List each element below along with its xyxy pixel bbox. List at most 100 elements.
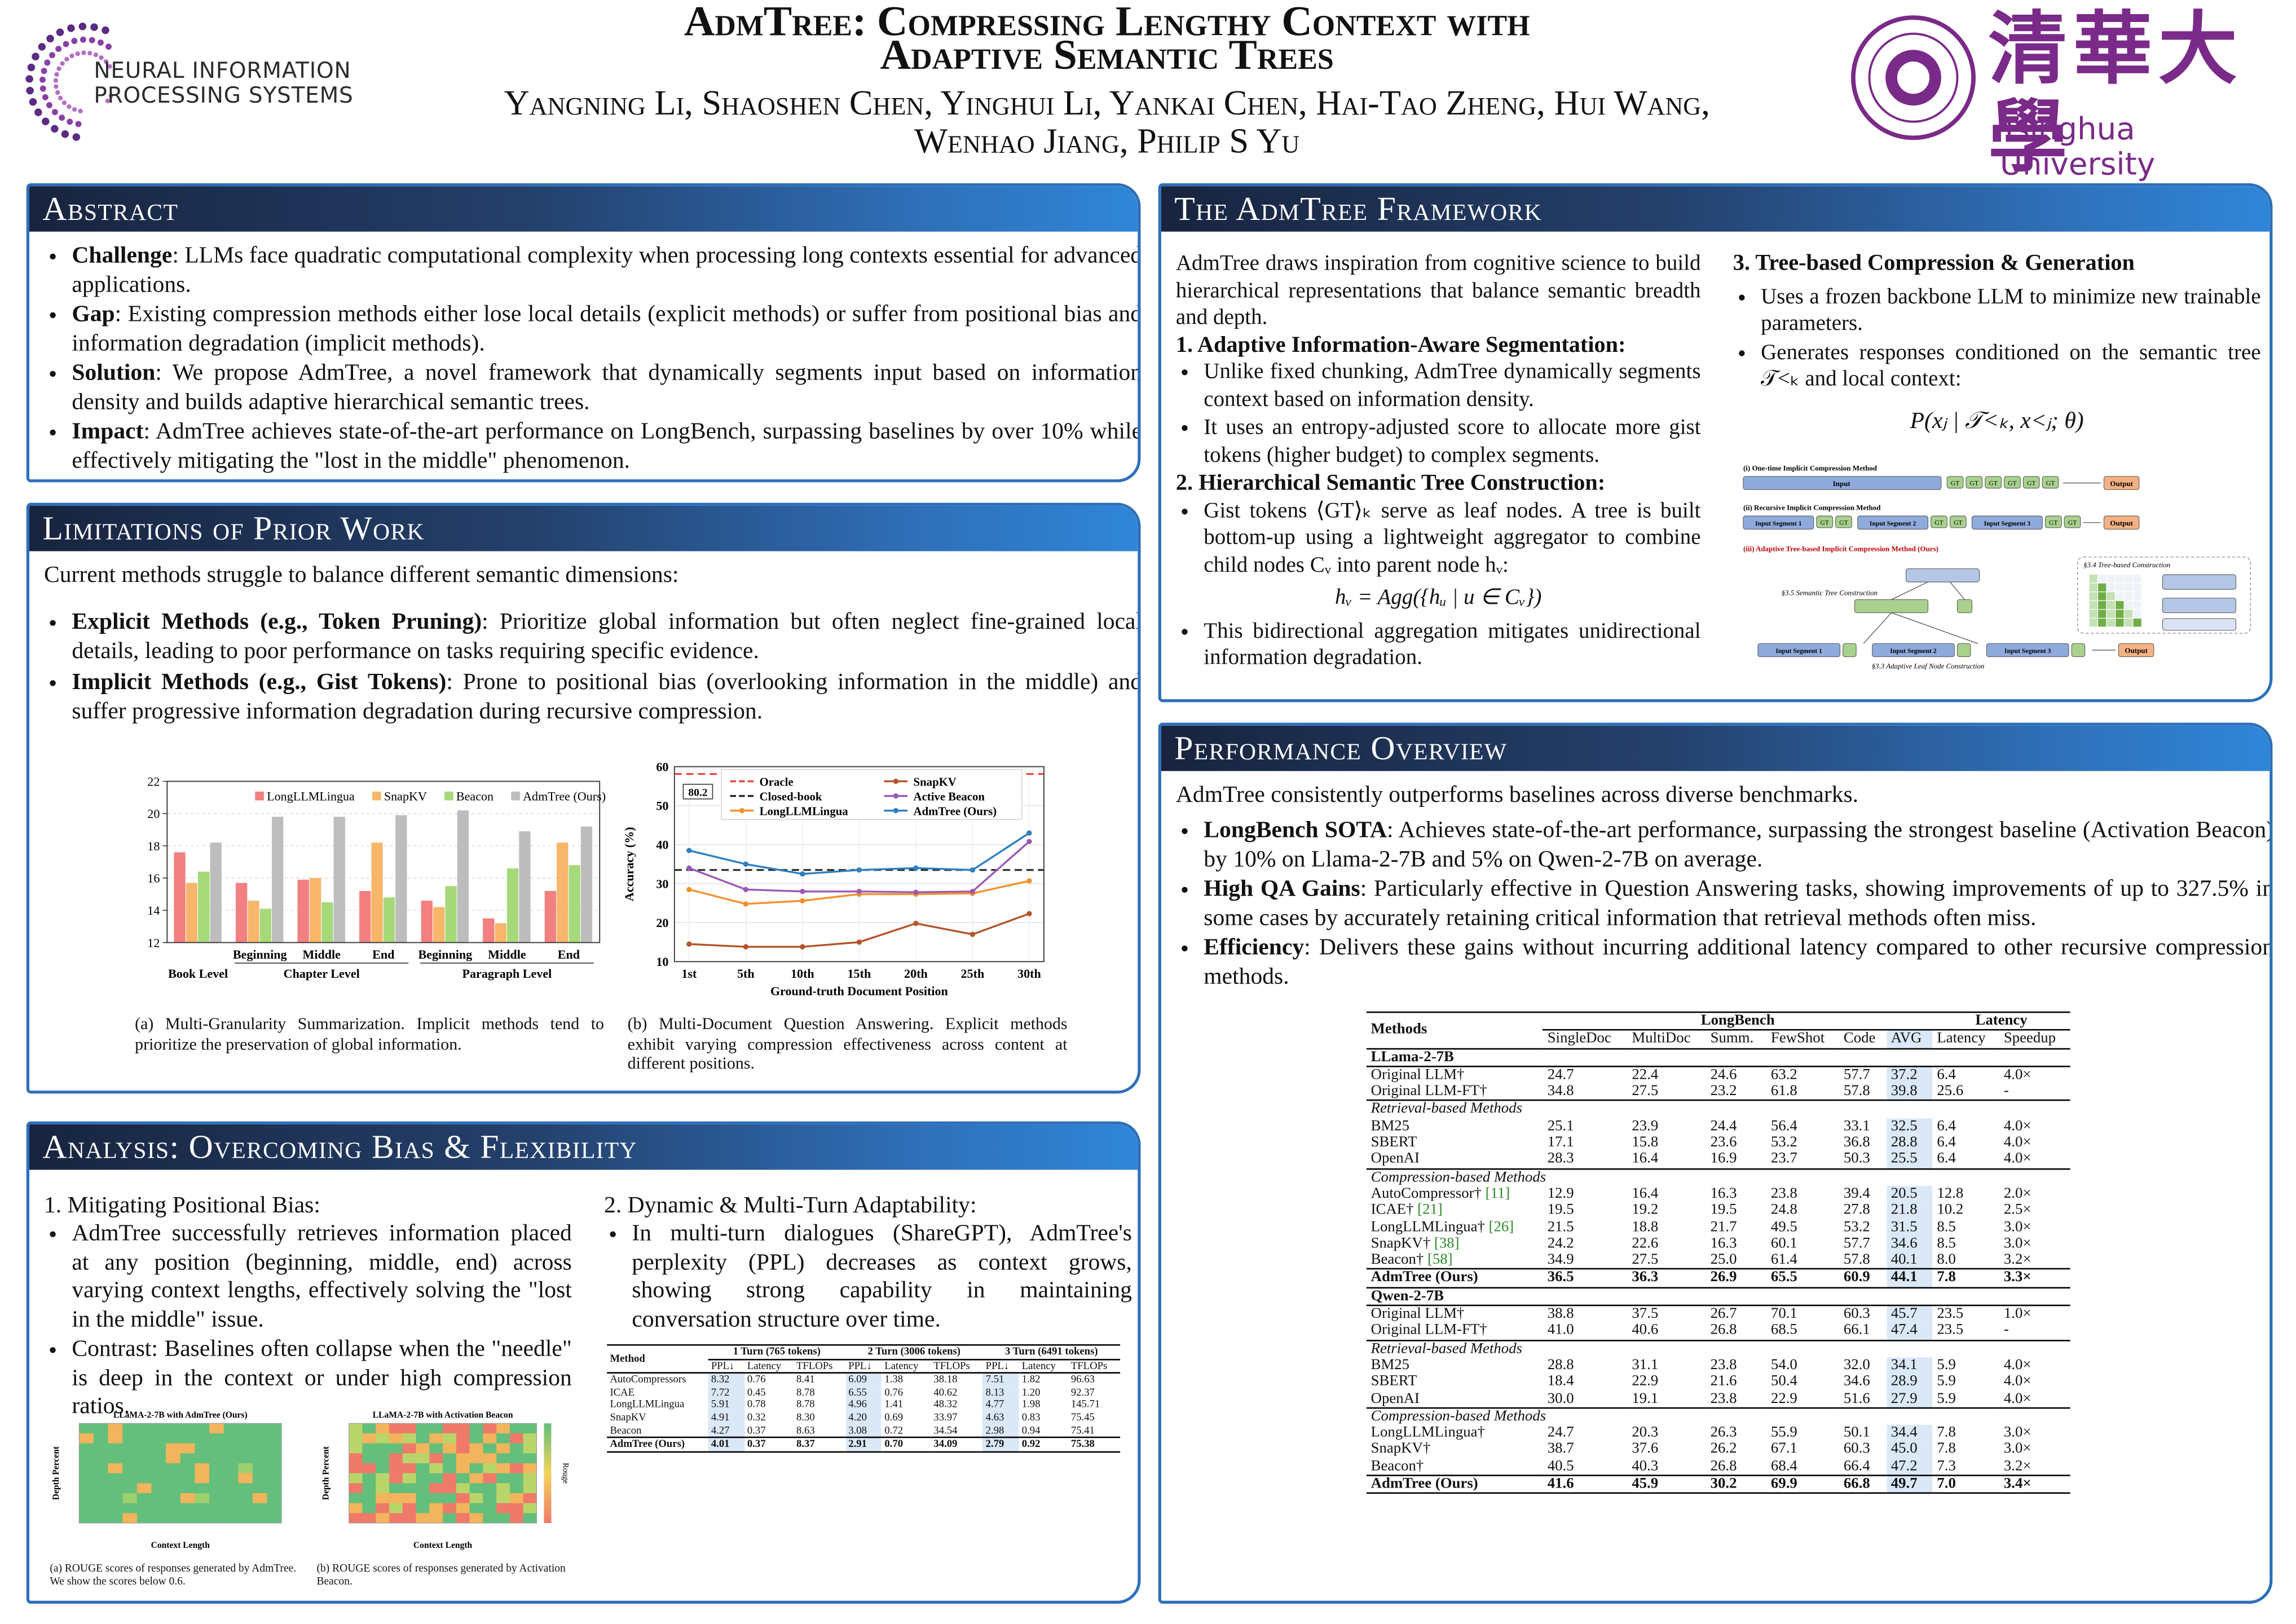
table-cell: 50.1 bbox=[1843, 1425, 1870, 1441]
heatmap-cell bbox=[94, 1433, 108, 1444]
bar bbox=[272, 817, 284, 943]
framework-panel: The AdmTree Framework AdmTree draws insp… bbox=[1158, 183, 2273, 703]
table-cell: 49.5 bbox=[1770, 1219, 1797, 1235]
attention-cell bbox=[2116, 575, 2124, 583]
heatmap-cell bbox=[402, 1493, 416, 1503]
header-cell: LongBench bbox=[1543, 1012, 1933, 1031]
table-cell: 0.78 bbox=[747, 1399, 766, 1411]
tsinghua-chinese: 清華大學 bbox=[1988, 6, 2244, 182]
section-row: Retrieval-based Methods bbox=[1366, 1101, 2070, 1118]
section-row: Retrieval-based Methods bbox=[1366, 1340, 2070, 1357]
table-cell: 12.9 bbox=[1547, 1186, 1574, 1202]
heatmap-cell bbox=[429, 1443, 443, 1454]
heatmap-cell bbox=[483, 1503, 497, 1513]
heatmap-cell bbox=[136, 1453, 152, 1464]
table-cell: 24.2 bbox=[1547, 1235, 1574, 1252]
model-cell: LLama-2-7B bbox=[1370, 1049, 1454, 1065]
table-cell: 36.5 bbox=[1547, 1270, 1574, 1287]
table-cell: 3.4× bbox=[2003, 1476, 2031, 1493]
table-cell: 23.5 bbox=[1937, 1322, 1964, 1339]
heatmap-cell bbox=[195, 1423, 210, 1434]
bullet-item: Challenge: LLMs face quadratic computati… bbox=[72, 242, 1138, 299]
heatmap-cell bbox=[362, 1433, 376, 1444]
y-tick-label: 20 bbox=[656, 916, 668, 930]
table-cell: SBERT bbox=[1370, 1135, 1417, 1151]
point bbox=[800, 898, 805, 904]
table-cell: 75.45 bbox=[1070, 1411, 1095, 1424]
heatmap-cell bbox=[252, 1483, 267, 1494]
caption: (b) Multi-Document Question Answering. E… bbox=[627, 1016, 1068, 1073]
diagram-box bbox=[2044, 515, 2062, 528]
y-tick-label: 14 bbox=[147, 903, 160, 917]
point bbox=[856, 939, 862, 945]
item-label: Challenge bbox=[72, 243, 173, 268]
logo-dot bbox=[38, 43, 46, 51]
diagram-box bbox=[2162, 574, 2236, 590]
heatmap-cell bbox=[108, 1433, 123, 1444]
analysis-part: 2. Dynamic & Multi-Turn Adaptability: In… bbox=[604, 1193, 1132, 1335]
heatmap-cell bbox=[122, 1453, 138, 1464]
step-heading: 1. Adaptive Information-Aware Segmentati… bbox=[1175, 332, 1626, 358]
logo-dot bbox=[44, 59, 51, 66]
legend-swatch bbox=[511, 791, 520, 801]
header-cell: Methods bbox=[1370, 1022, 1427, 1038]
heatmap-cell bbox=[509, 1463, 523, 1473]
heatmap-cell bbox=[509, 1503, 523, 1513]
diagram-box bbox=[1843, 643, 1857, 657]
table-cell: 4.91 bbox=[708, 1411, 744, 1424]
attention-cell bbox=[2124, 592, 2133, 601]
logo-dot bbox=[87, 51, 92, 56]
heatmap-cell bbox=[252, 1463, 267, 1473]
x-axis-label: Context Length bbox=[151, 1541, 210, 1550]
table-cell: 55.9 bbox=[1770, 1425, 1797, 1441]
heatmap-cell bbox=[469, 1443, 483, 1454]
table-cell: 21.7 bbox=[1710, 1219, 1737, 1235]
heatmap-cell bbox=[136, 1473, 152, 1484]
section-label: Compression-based Methods bbox=[1370, 1408, 1546, 1425]
logo-dot bbox=[46, 102, 52, 108]
attention-cell bbox=[2116, 601, 2124, 610]
diagram-label: (ii) Recursive Implicit Compression Meth… bbox=[1743, 504, 1881, 512]
x-tick-label: 10th bbox=[791, 967, 814, 981]
table-cell: 6.55 bbox=[845, 1386, 882, 1400]
step-list: Unlike fixed chunking, AdmTree dynamical… bbox=[1176, 359, 1700, 469]
table-cell: 37.2 bbox=[1886, 1066, 1933, 1084]
heatmap-cell bbox=[238, 1473, 253, 1484]
heatmap-cell bbox=[151, 1513, 166, 1524]
attention-cell bbox=[2106, 610, 2115, 618]
heatmap-cell bbox=[267, 1423, 282, 1434]
table-cell: 23.8 bbox=[1710, 1390, 1737, 1407]
heatmap-cell bbox=[166, 1493, 181, 1503]
table-cell: 4.20 bbox=[845, 1411, 882, 1424]
citation: [58] bbox=[1424, 1252, 1453, 1269]
table-cell: 56.4 bbox=[1770, 1118, 1797, 1135]
table-cell: 37.6 bbox=[1632, 1441, 1659, 1458]
heatmap-cell bbox=[469, 1433, 483, 1444]
logo-dot bbox=[27, 63, 36, 72]
diagram-label: §3.4 Tree-based Construction bbox=[2083, 561, 2170, 569]
header-cell: Latency bbox=[1932, 1012, 2070, 1031]
table-cell: 3.3× bbox=[2003, 1270, 2031, 1287]
heatmap-cell bbox=[108, 1513, 123, 1524]
heatmap-cell bbox=[94, 1483, 108, 1494]
table-cell: 6.4 bbox=[1937, 1151, 1956, 1168]
value-label-box bbox=[682, 784, 713, 800]
authors: Yangning Li, Shaoshen Chen, Yinghui Li, … bbox=[337, 85, 1877, 161]
heatmap-cell bbox=[389, 1423, 403, 1434]
item-text: Generates responses conditioned on the s… bbox=[1761, 341, 2261, 392]
table-cell: 27.9 bbox=[1886, 1390, 1933, 1408]
table-cell: 40.5 bbox=[1547, 1458, 1574, 1475]
diagram-box bbox=[2118, 643, 2154, 657]
table-cell: 2.91 bbox=[845, 1437, 882, 1452]
heatmap-cell bbox=[122, 1513, 138, 1524]
table-cell: 4.0× bbox=[2003, 1067, 2031, 1083]
attention-cell bbox=[2133, 592, 2141, 601]
heatmap-cell bbox=[456, 1433, 470, 1444]
table-cell: 7.0 bbox=[1937, 1476, 1956, 1493]
bullet-item: It uses an entropy-adjusted score to all… bbox=[1204, 415, 1700, 469]
bullet-item: Gist tokens ⟨GT⟩ₖ serve as leaf nodes. A… bbox=[1204, 498, 1700, 579]
table-cell: 16.3 bbox=[1710, 1186, 1737, 1202]
heatmap-cell bbox=[267, 1443, 282, 1454]
heatmap-cell bbox=[496, 1483, 510, 1494]
